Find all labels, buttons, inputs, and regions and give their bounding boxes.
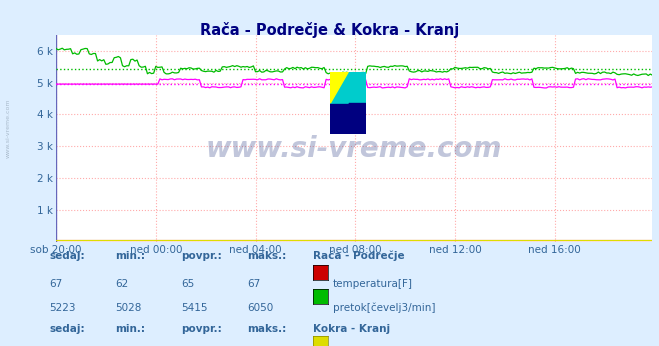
Text: 5415: 5415 bbox=[181, 303, 208, 313]
Text: min.:: min.: bbox=[115, 251, 146, 261]
Text: temperatura[F]: temperatura[F] bbox=[333, 279, 413, 289]
Text: sedaj:: sedaj: bbox=[49, 251, 85, 261]
Text: Rača - Podrečje: Rača - Podrečje bbox=[313, 251, 405, 261]
Text: 67: 67 bbox=[247, 279, 260, 289]
Text: www.si-vreme.com: www.si-vreme.com bbox=[5, 98, 11, 158]
Text: 5223: 5223 bbox=[49, 303, 76, 313]
Text: sedaj:: sedaj: bbox=[49, 324, 85, 334]
Text: www.si-vreme.com: www.si-vreme.com bbox=[206, 135, 502, 163]
Text: Kokra - Kranj: Kokra - Kranj bbox=[313, 324, 390, 334]
Text: pretok[čevelj3/min]: pretok[čevelj3/min] bbox=[333, 303, 436, 313]
Text: 65: 65 bbox=[181, 279, 194, 289]
Text: min.:: min.: bbox=[115, 324, 146, 334]
Text: maks.:: maks.: bbox=[247, 324, 287, 334]
Text: 6050: 6050 bbox=[247, 303, 273, 313]
Text: 62: 62 bbox=[115, 279, 129, 289]
Text: 5028: 5028 bbox=[115, 303, 142, 313]
Text: povpr.:: povpr.: bbox=[181, 324, 222, 334]
Text: maks.:: maks.: bbox=[247, 251, 287, 261]
Text: Rača - Podrečje & Kokra - Kranj: Rača - Podrečje & Kokra - Kranj bbox=[200, 22, 459, 38]
Text: povpr.:: povpr.: bbox=[181, 251, 222, 261]
Text: 67: 67 bbox=[49, 279, 63, 289]
